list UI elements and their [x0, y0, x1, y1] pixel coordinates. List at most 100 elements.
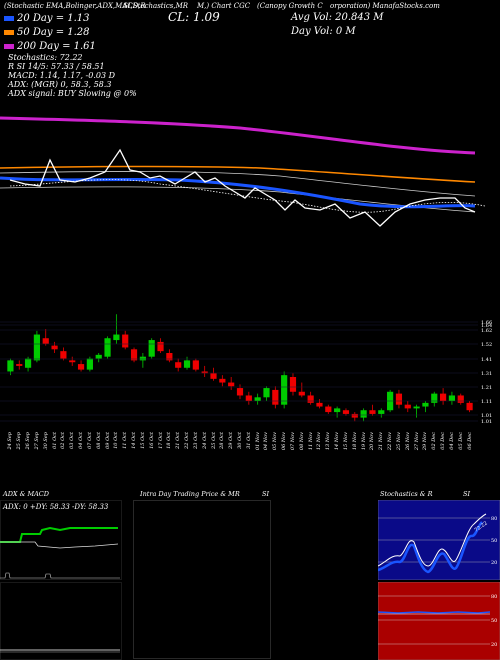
rsi-readout: R SI 14/5: 57.33 / 58.51: [8, 62, 105, 71]
adx-white-line: [0, 541, 119, 549]
price-tick-label: 1.31: [481, 371, 492, 377]
date-tick-label: 06 Dec: [466, 432, 473, 450]
candle-body: [77, 364, 85, 370]
price-tick-label: 1.21: [481, 385, 492, 391]
date-axis: 24 Sep 25 Sep 26 Sep 27 Sep 30 Sep 01 Oct 02 O…: [0, 432, 500, 484]
stoch-panel: 80 50 20 72.22: [378, 500, 500, 580]
date-tick-label: 07 Nov: [289, 432, 296, 451]
stoch-level-label-50: 50: [491, 538, 497, 544]
candle-body: [334, 408, 341, 413]
candle-body: [325, 406, 332, 413]
legend-swatch-blue: [4, 16, 14, 21]
header-line: (Stochastic EMA,Bolinger,ADX,MACD,R: [4, 2, 146, 10]
candle-body: [413, 406, 420, 409]
date-tick-label: 22 Nov: [387, 432, 394, 451]
adx-values: ADX: 0 +DY: 58.33 -DY: 58.33: [2, 503, 109, 511]
date-tick-label: 20 Nov: [369, 432, 376, 451]
legend-label: 200 Day = 1.61: [17, 41, 96, 52]
stoch-rsi-title: Stochastics & R: [380, 490, 433, 498]
candle-body: [457, 395, 464, 403]
candle-body: [219, 378, 226, 383]
price-line: [9, 148, 476, 227]
date-tick-label: 11 Nov: [307, 432, 314, 451]
stoch-level-label-20: 20: [491, 560, 497, 566]
candle-body: [245, 395, 252, 401]
date-tick-label: 15 Nov: [342, 432, 349, 451]
date-tick-label: 21 Nov: [378, 432, 385, 451]
date-tick-label: 23 Oct: [192, 432, 199, 449]
candle-body: [431, 393, 438, 403]
candle-body: [51, 345, 58, 350]
adx-readout: ADX: (MGR) 0, 58.3, 58.3: [8, 80, 112, 89]
day-volume: Day Vol: 0 M: [291, 26, 356, 37]
price-tick-label: 1.41: [481, 357, 492, 363]
macd-panel: [0, 582, 122, 660]
date-label-row: 24 Sep 25 Sep 26 Sep 27 Sep 30 Sep 01 Oct 02 O…: [0, 432, 500, 484]
date-tick-label: 26 Sep: [25, 432, 32, 450]
date-tick-label: 21 Oct: [175, 432, 182, 449]
candle-body: [307, 395, 314, 403]
close-price: CL: 1.09: [168, 10, 220, 24]
ma200-line: [0, 116, 476, 155]
candle-body: [298, 391, 305, 396]
date-tick-label: 03 Oct: [69, 432, 76, 449]
date-tick-label: 14 Nov: [334, 432, 341, 451]
stoch-readout: Stochastics: 72.22: [8, 53, 83, 62]
adx-signal-readout: ADX signal: BUY Slowing @ 0%: [8, 89, 137, 98]
ma-envelope-lower: [0, 186, 476, 213]
macd-panel-frame: [0, 582, 122, 660]
adx-panel-frame: [0, 500, 122, 580]
candle-body: [201, 371, 208, 374]
date-tick-label: 04 Nov: [263, 432, 270, 451]
date-tick-label: 18 Oct: [166, 432, 173, 449]
date-tick-label: 24 Oct: [201, 432, 208, 449]
candle-body: [95, 354, 102, 359]
date-tick-label: 28 Oct: [219, 432, 226, 449]
date-tick-label: 03 Dec: [440, 432, 447, 450]
date-tick-label: 08 Nov: [298, 432, 305, 451]
date-tick-label: 30 Oct: [237, 432, 243, 449]
rsi-panel-bg: [378, 582, 500, 660]
date-tick-label: 10 Oct: [113, 432, 120, 449]
candle-body: [254, 397, 261, 401]
candle-body: [139, 356, 146, 361]
header-title-mid: SI,Stochastics,MR: [123, 2, 189, 10]
stoch-rsi-title-suffix: SI: [463, 490, 471, 498]
price-tick-label: 1.66: [481, 320, 492, 326]
candle-body: [183, 360, 191, 368]
price-chart-frame: [0, 300, 478, 430]
date-tick-label: 01 Nov: [254, 432, 261, 451]
candle-body: [113, 334, 120, 341]
candle-body: [210, 373, 217, 379]
date-tick-label: 19 Nov: [360, 432, 367, 451]
ma-chart: [0, 116, 486, 227]
price-axis: 1.661.641.62 1.52 1.41 1.31 1.21 1.11 1.011.01: [0, 320, 492, 425]
candle-body: [7, 360, 14, 372]
legend-label: 50 Day = 1.28: [17, 27, 90, 38]
candle-body: [395, 393, 403, 405]
date-tick-label: 04 Dec: [448, 432, 455, 450]
candle-body: [440, 393, 447, 401]
candle-body: [466, 402, 473, 411]
date-tick-label: 29 Oct: [228, 432, 235, 449]
candle-group: [7, 314, 473, 422]
candle-body: [166, 353, 173, 361]
intra-day-title-suffix: SI: [262, 490, 270, 498]
adx-green-line: [0, 526, 118, 543]
legend-item-200day: 200 Day = 1.61: [4, 41, 96, 52]
adx-macd-title: ADX & MACD: [3, 490, 49, 498]
price-chart: 1.661.641.62 1.52 1.41 1.31 1.21 1.11 1.011.01: [0, 300, 492, 430]
candle-body: [104, 338, 111, 357]
stoch-k-line: [378, 521, 483, 574]
candle-body: [342, 410, 350, 414]
legend-item-20day: 20 Day = 1.13: [4, 13, 96, 24]
date-tick-label: 27 Nov: [413, 432, 420, 451]
candle-body: [130, 349, 138, 361]
intraday-panel: [133, 500, 271, 659]
rsi-line: [378, 611, 491, 614]
date-tick-label: 13 Nov: [325, 432, 332, 451]
date-tick-label: 11 Oct: [122, 432, 129, 449]
date-tick-label: 22 Oct: [184, 432, 191, 449]
candle-body: [148, 340, 155, 357]
date-tick-label: 02 Dec: [431, 432, 438, 450]
